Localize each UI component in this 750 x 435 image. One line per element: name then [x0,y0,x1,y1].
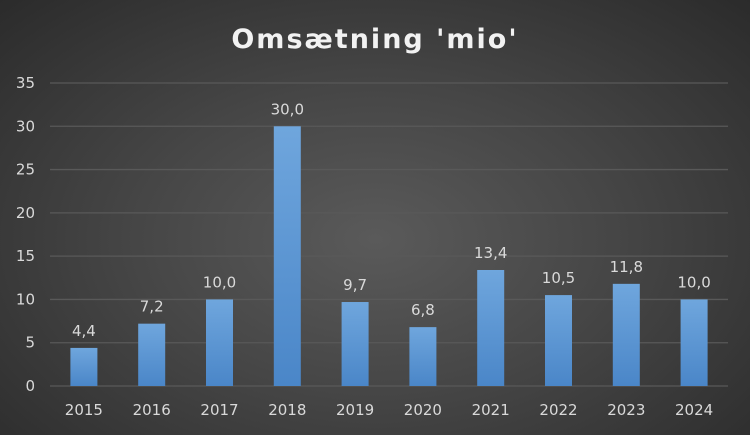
y-tick-label: 15 [16,247,35,265]
bar-2023 [612,283,640,386]
bar-2018 [273,126,301,387]
data-label: 10,0 [203,273,236,291]
x-tick-label: 2021 [472,401,510,419]
x-tick-label: 2020 [404,401,442,419]
x-tick-label: 2016 [133,401,171,419]
bar-2022 [545,295,572,386]
bar-2024 [680,299,708,386]
chart-title: Omsætning 'mio' [231,24,518,55]
x-tick-label: 2023 [607,401,645,419]
y-tick-label: 20 [16,204,35,222]
y-tick-label: 5 [25,334,35,352]
x-tick-label: 2019 [336,401,374,419]
x-tick-label: 2015 [65,401,103,419]
data-label: 7,2 [140,298,164,316]
bar-2020 [409,327,437,386]
data-label: 11,8 [610,258,643,276]
y-tick-label: 25 [16,161,35,179]
data-label: 30,0 [271,100,304,118]
bar-2017 [206,299,233,386]
data-label: 10,5 [542,269,575,287]
x-tick-label: 2022 [539,401,577,419]
x-tick-label: 2018 [268,401,306,419]
bar-2019 [341,302,369,386]
bar-2021 [477,269,505,386]
x-tick-label: 2024 [675,401,713,419]
y-tick-label: 10 [16,290,35,308]
data-label: 4,4 [72,322,96,340]
bar-2016 [138,323,166,386]
data-label: 10,0 [677,273,710,291]
bar-2015 [70,347,98,386]
y-tick-label: 0 [25,377,35,395]
y-tick-label: 30 [16,117,35,135]
data-label: 9,7 [343,276,367,294]
y-tick-label: 35 [16,74,35,92]
x-tick-label: 2017 [200,401,238,419]
data-label: 13,4 [474,244,507,262]
data-label: 6,8 [411,301,435,319]
